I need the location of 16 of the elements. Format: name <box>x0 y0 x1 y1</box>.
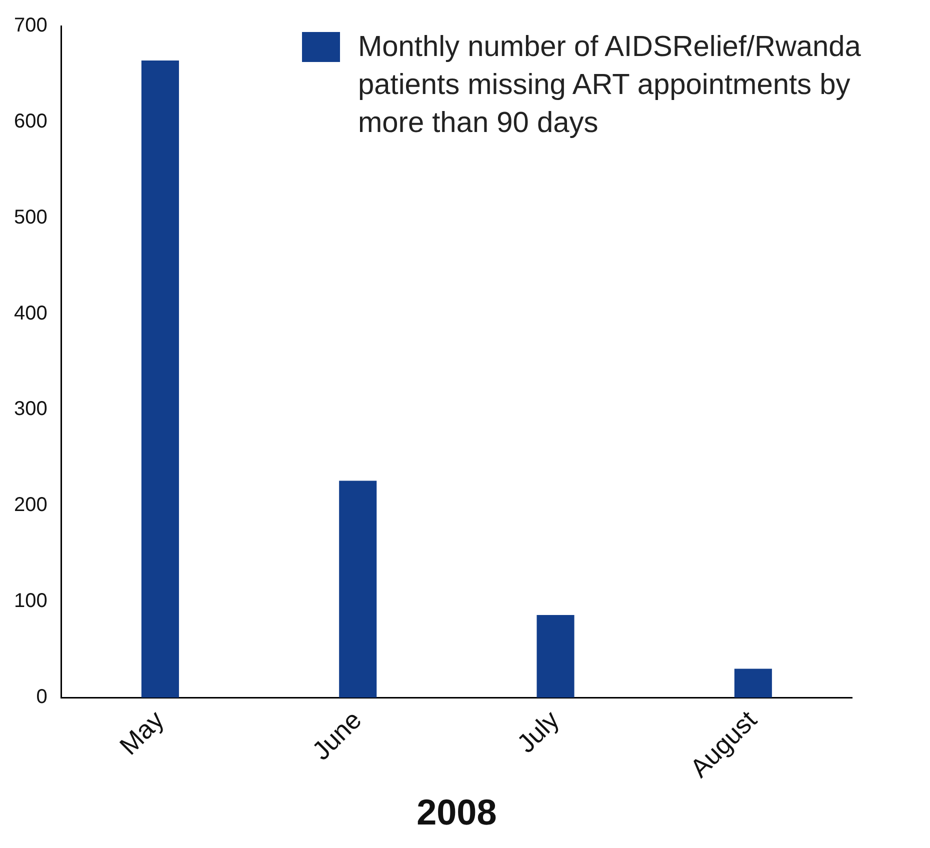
y-tick-label: 300 <box>14 398 48 420</box>
y-tick-label: 700 <box>14 14 48 37</box>
y-tick-label: 600 <box>14 110 48 132</box>
bar <box>141 60 179 698</box>
bar <box>536 615 574 698</box>
y-tick-label: 400 <box>14 302 48 324</box>
bar <box>734 668 772 698</box>
y-tick-label: 0 <box>36 686 48 708</box>
y-tick-label: 500 <box>14 206 48 228</box>
x-axis-title: 2008 <box>416 791 497 832</box>
x-tick-label: May <box>114 704 170 761</box>
legend-label: Monthly number of AIDSRelief/Rwanda patients missing ART appointments by more than 90 days <box>358 30 862 141</box>
bar <box>339 480 377 698</box>
y-tick-label: 100 <box>14 590 48 612</box>
x-tick-label: July <box>510 704 565 759</box>
y-tick-label: 200 <box>14 494 48 516</box>
